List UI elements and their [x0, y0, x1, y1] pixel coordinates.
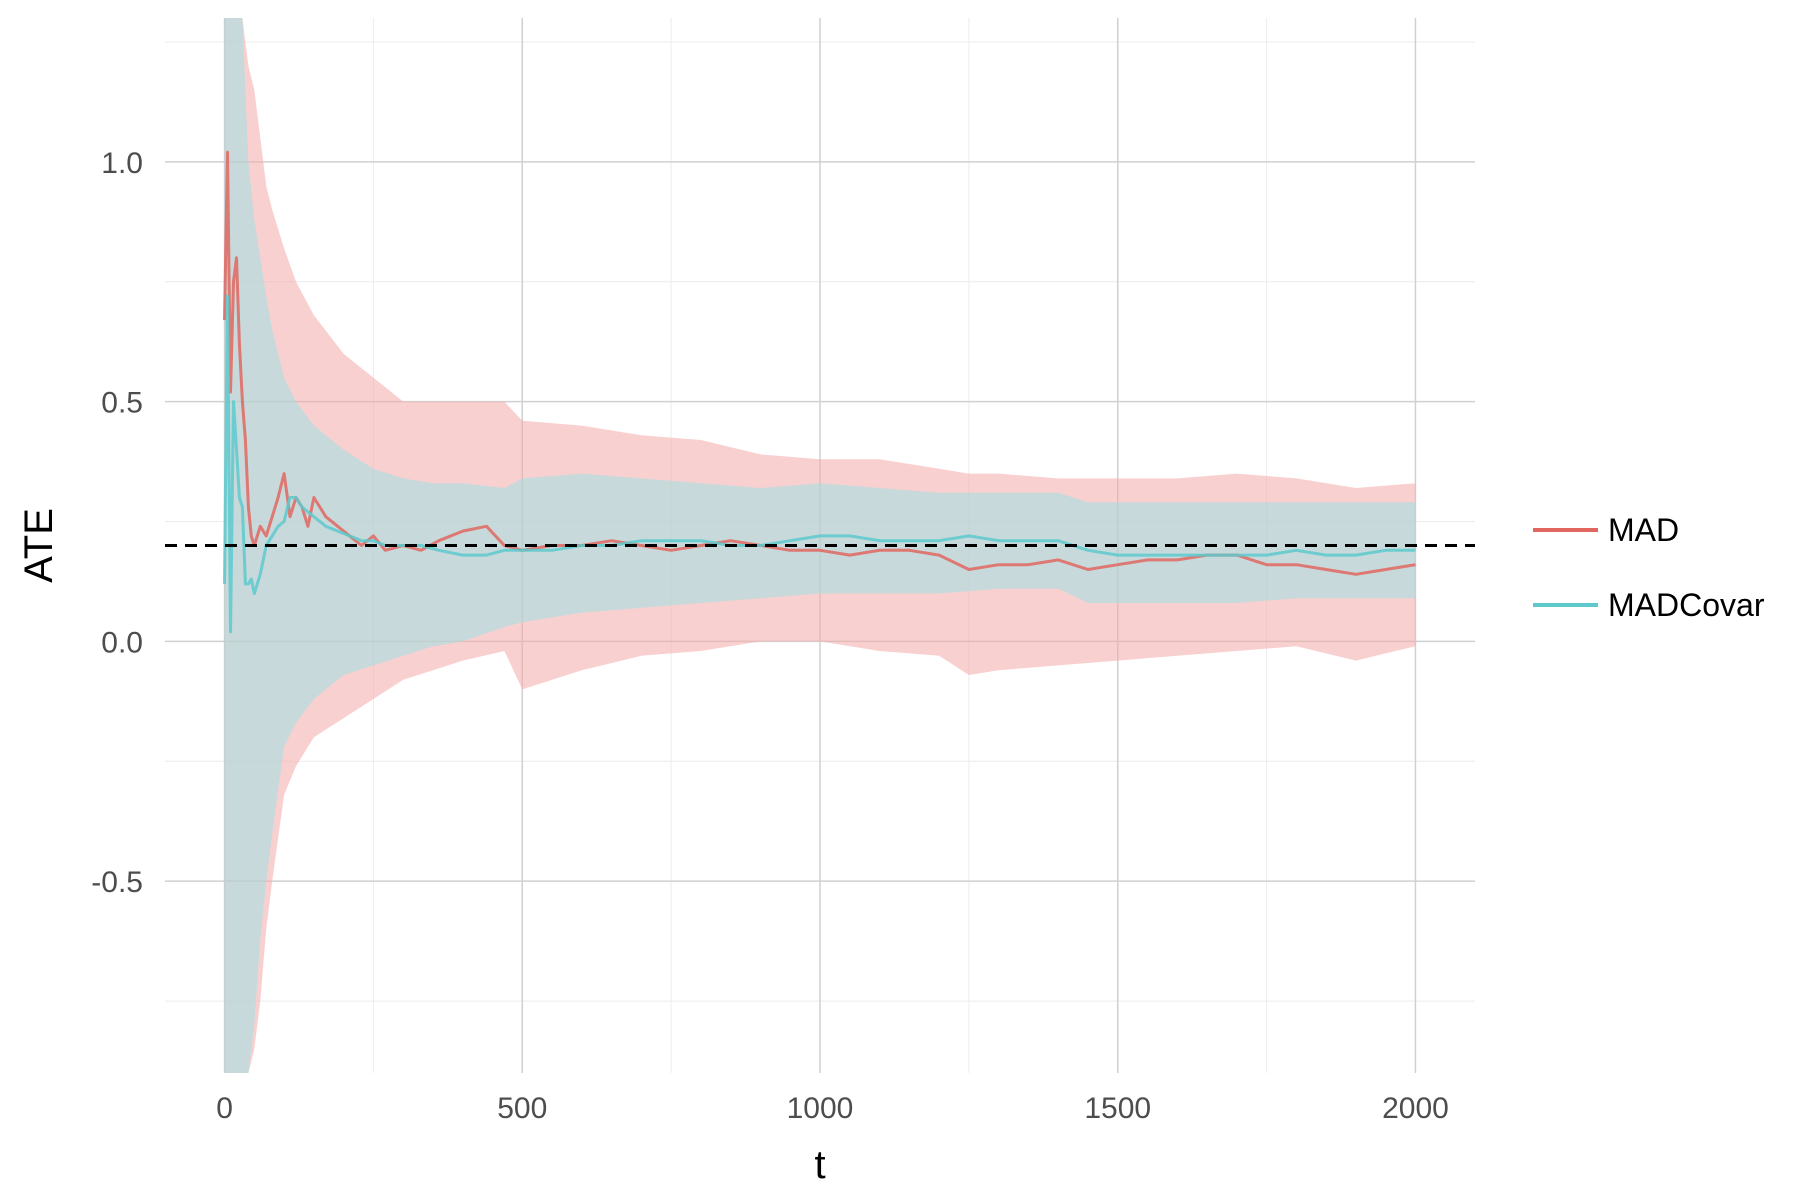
- y-tick-labels: -0.5 0.0 0.5 1.0: [91, 147, 143, 899]
- y-tick-label: 0.5: [101, 387, 143, 420]
- series-line-mad: [223, 150, 1416, 576]
- series-lines: [223, 150, 1416, 634]
- y-tick-label: -0.5: [91, 866, 143, 899]
- x-tick-label: 2000: [1382, 1092, 1449, 1125]
- x-tick-label: 1500: [1084, 1092, 1151, 1125]
- x-tick-label: 1000: [787, 1092, 854, 1125]
- x-tick-labels: 0 500 1000 1500 2000: [216, 1092, 1449, 1125]
- y-tick-label: 0.0: [101, 626, 143, 659]
- confidence-bands: [224, 18, 1416, 1073]
- y-tick-label: 1.0: [101, 147, 143, 180]
- band-madcovar: [224, 18, 1416, 1073]
- x-tick-label: 0: [216, 1092, 233, 1125]
- legend-label-madcovar: MADCovar: [1608, 587, 1765, 623]
- x-axis-title: t: [814, 1143, 825, 1187]
- series-line-madcovar: [223, 294, 1416, 634]
- y-axis-title: ATE: [17, 508, 61, 583]
- x-tick-label: 500: [497, 1092, 547, 1125]
- legend: MAD MADCovar: [1533, 512, 1765, 623]
- legend-label-mad: MAD: [1608, 512, 1679, 548]
